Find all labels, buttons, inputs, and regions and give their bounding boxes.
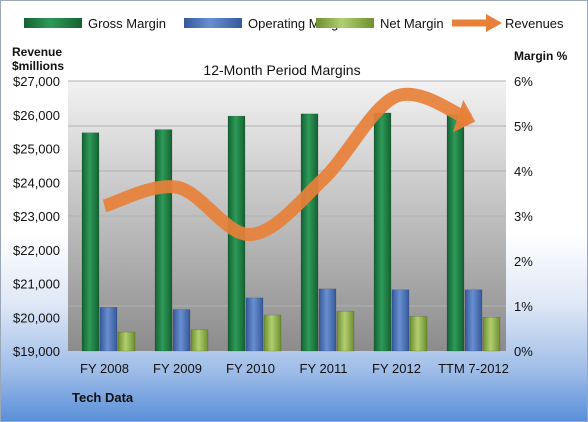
bar-operating-margin [391, 289, 410, 352]
bar-operating-margin [172, 309, 191, 352]
bar-operating-margin [99, 307, 118, 352]
bar-gross-margin [154, 129, 173, 352]
legend: Gross Margin Operating Margin Net Margin… [24, 14, 564, 32]
category-label: FY 2011 [300, 361, 348, 376]
bar-net-margin [263, 314, 282, 352]
legend-swatch-gross-margin [24, 18, 82, 28]
bar-net-margin [190, 329, 209, 352]
left-tick-label: $20,000 [13, 310, 60, 325]
category-label: FY 2009 [153, 361, 202, 376]
revenue-line [102, 87, 473, 242]
left-tick-label: $27,000 [13, 74, 60, 89]
right-tick-label: 2% [514, 254, 533, 269]
right-tick-label: 3% [514, 209, 533, 224]
bar-operating-margin [464, 289, 483, 352]
legend-swatch-revenues-arrow [486, 14, 502, 32]
revenue-line-group [102, 87, 476, 242]
legend-label-revenues: Revenues [505, 16, 564, 31]
legend-swatch-net-margin [316, 18, 374, 28]
left-tick-label: $22,000 [13, 243, 60, 258]
category-label: FY 2012 [372, 361, 421, 376]
legend-label-gross-margin: Gross Margin [88, 16, 166, 31]
left-tick-label: $19,000 [13, 344, 60, 359]
bar-net-margin [409, 316, 428, 352]
category-label: FY 2010 [226, 361, 275, 376]
category-labels: FY 2008 FY 2009 FY 2010 FY 2011 FY 2012 TTM 7… [80, 361, 509, 376]
right-axis-title: Margin % [514, 49, 568, 63]
right-tick-label: 0% [514, 344, 533, 359]
legend-item-net-margin: Net Margin [316, 16, 444, 31]
legend-label-net-margin: Net Margin [380, 16, 444, 31]
legend-item-gross-margin: Gross Margin [24, 16, 166, 31]
bar-operating-margin [245, 297, 264, 352]
left-axis-title-line2: $millions [12, 59, 64, 73]
left-tick-label: $21,000 [13, 277, 60, 292]
right-tick-label: 5% [514, 119, 533, 134]
bar-gross-margin [373, 112, 392, 352]
legend-item-revenues: Revenues [452, 14, 564, 32]
footer-label: Tech Data [72, 390, 134, 405]
category-label: TTM 7-2012 [438, 361, 509, 376]
revenue-line-arrowhead [452, 99, 476, 133]
left-tick-label: $26,000 [13, 108, 60, 123]
right-tick-label: 4% [514, 164, 533, 179]
left-axis-title-line1: Revenue [12, 45, 62, 59]
left-tick-label: $24,000 [13, 175, 60, 190]
category-label: FY 2008 [80, 361, 129, 376]
legend-swatch-operating-margin [184, 18, 242, 28]
bar-gross-margin [300, 113, 319, 352]
bar-gross-margin [81, 132, 100, 352]
bar-operating-margin [318, 288, 337, 352]
bar-net-margin [482, 317, 501, 352]
right-tick-label: 1% [514, 299, 533, 314]
bar-gross-margin [446, 114, 465, 352]
bar-net-margin [336, 311, 355, 352]
chart-title: 12-Month Period Margins [203, 62, 360, 78]
bar-net-margin [117, 331, 136, 352]
right-tick-label: 6% [514, 74, 533, 89]
left-tick-label: $25,000 [13, 142, 60, 157]
left-axis-ticks: $19,000 $20,000 $21,000 $22,000 $23,000 $24,0… [13, 74, 60, 359]
left-tick-label: $23,000 [13, 209, 60, 224]
right-axis-ticks: 0% 1% 2% 3% 4% 5% 6% [514, 74, 533, 359]
